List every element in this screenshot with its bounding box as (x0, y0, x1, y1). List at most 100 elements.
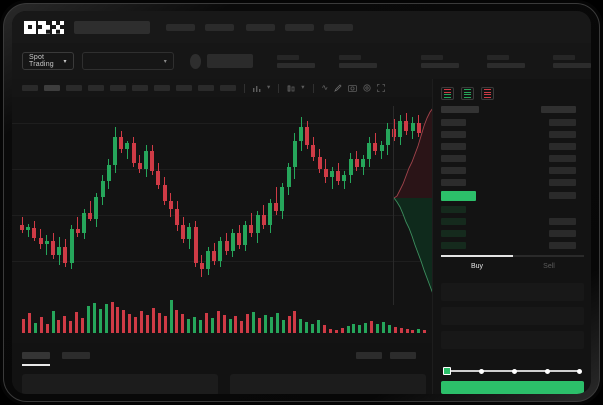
pair-selector-dropdown[interactable]: ▾ (81, 52, 174, 70)
slider-handle[interactable] (443, 367, 451, 375)
order-book-row[interactable] (549, 192, 576, 199)
tab-sell[interactable]: Sell (543, 263, 555, 270)
order-book-row[interactable] (441, 155, 466, 162)
slider-step-50[interactable] (512, 368, 517, 374)
order-book-row[interactable] (549, 230, 576, 237)
orders-action-1[interactable] (356, 352, 382, 359)
nav-item-5[interactable] (324, 23, 353, 31)
volume-bar (63, 316, 67, 333)
amount-field[interactable] (441, 307, 584, 325)
okx-logo-icon[interactable] (24, 20, 64, 34)
slider-step-25[interactable] (479, 368, 484, 374)
order-book-row[interactable] (549, 179, 576, 186)
volume-bar (187, 319, 191, 333)
order-book-row[interactable] (441, 206, 466, 213)
timeframe-chip-2[interactable] (44, 85, 60, 91)
order-book-row[interactable] (549, 167, 576, 174)
order-book-row[interactable] (441, 218, 466, 225)
volume-bar (411, 330, 415, 333)
volume-bar (45, 324, 49, 333)
order-book-row[interactable] (549, 242, 576, 249)
volume-bar (204, 313, 208, 333)
timeframe-chip-4[interactable] (88, 85, 104, 91)
volume-bar (128, 314, 132, 333)
order-book-row[interactable] (441, 119, 466, 126)
orders-action-2[interactable] (390, 352, 416, 359)
candle-body (32, 228, 37, 238)
slider-step-75[interactable] (545, 368, 550, 374)
mode-selector-dropdown[interactable]: Spot Trading ▾ (22, 52, 74, 70)
nav-item-4[interactable] (285, 23, 314, 31)
indicators-icon[interactable] (253, 85, 261, 92)
submit-order-button[interactable] (441, 381, 584, 394)
candle-body (299, 127, 303, 141)
order-book-row[interactable] (549, 155, 576, 162)
volume-bar (157, 313, 161, 333)
volume-bar (281, 320, 285, 333)
depth-sell-line (394, 106, 437, 199)
order-book-row[interactable] (549, 218, 576, 225)
chart-type-dropdown-icon[interactable]: ▾ (301, 83, 305, 91)
candle-body (82, 213, 86, 233)
timeframe-chip-7[interactable] (154, 85, 170, 91)
volume-bar (299, 319, 303, 333)
orders-panel-left[interactable] (22, 374, 218, 394)
chart-type-icon[interactable] (287, 84, 295, 92)
order-book-row[interactable] (549, 131, 576, 138)
timeframe-chip-10[interactable] (220, 85, 236, 91)
price-field[interactable] (441, 283, 584, 301)
timeframe-chip-8[interactable] (176, 85, 192, 91)
candle-body (379, 145, 384, 151)
timeframe-chip-1[interactable] (22, 85, 38, 91)
orders-panel-right[interactable] (230, 374, 426, 394)
orders-tab-2[interactable] (62, 352, 90, 359)
candle-body (20, 225, 24, 230)
depth-sell-area (394, 106, 437, 198)
camera-icon[interactable] (348, 84, 358, 92)
line-tool-icon[interactable]: ∿ (321, 83, 329, 92)
orderbook-both-icon[interactable] (441, 87, 454, 100)
slider-step-100[interactable] (577, 368, 582, 374)
candle-body (168, 201, 173, 209)
volume-bar (340, 328, 344, 333)
timeframe-chip-5[interactable] (110, 85, 126, 91)
volume-bar (110, 302, 114, 333)
order-book-row[interactable] (549, 119, 576, 126)
order-book-row[interactable] (441, 230, 466, 237)
candle-body (398, 121, 403, 137)
candle-body (75, 229, 80, 233)
order-book-row[interactable] (549, 143, 576, 150)
total-field[interactable] (441, 331, 584, 349)
order-book-header-left (441, 106, 479, 113)
orders-tab-1[interactable] (22, 352, 50, 359)
search-input[interactable] (74, 20, 150, 34)
candle-body (361, 159, 365, 167)
orderbook-asks-icon[interactable] (481, 87, 494, 100)
order-book-row[interactable] (441, 179, 466, 186)
tab-buy[interactable]: Buy (470, 263, 484, 270)
volume-bar (210, 318, 214, 333)
order-book-row[interactable] (441, 131, 466, 138)
orderbook-bids-icon[interactable] (461, 87, 474, 100)
timeframe-chip-3[interactable] (66, 85, 82, 91)
nav-item-3[interactable] (246, 23, 275, 31)
indicators-dropdown-icon[interactable]: ▾ (267, 83, 271, 91)
stat-group-4 (487, 54, 525, 68)
amount-slider[interactable] (443, 367, 584, 375)
order-book-row[interactable] (441, 167, 466, 174)
timeframe-chip-9[interactable] (198, 85, 214, 91)
price-chart[interactable] (12, 97, 437, 343)
toolbar-divider (312, 83, 314, 93)
settings-gear-icon[interactable] (363, 84, 371, 92)
nav-item-1[interactable] (166, 23, 195, 31)
volume-bar (376, 324, 379, 333)
order-book-row[interactable] (441, 143, 466, 150)
fullscreen-icon[interactable] (377, 84, 386, 92)
candle-body (218, 241, 223, 261)
pencil-icon[interactable] (334, 84, 342, 92)
timeframe-chip-6[interactable] (132, 85, 148, 91)
volume-bar (370, 321, 374, 333)
order-book-row[interactable] (441, 242, 466, 249)
candle-body (385, 129, 390, 145)
nav-item-2[interactable] (205, 23, 234, 31)
